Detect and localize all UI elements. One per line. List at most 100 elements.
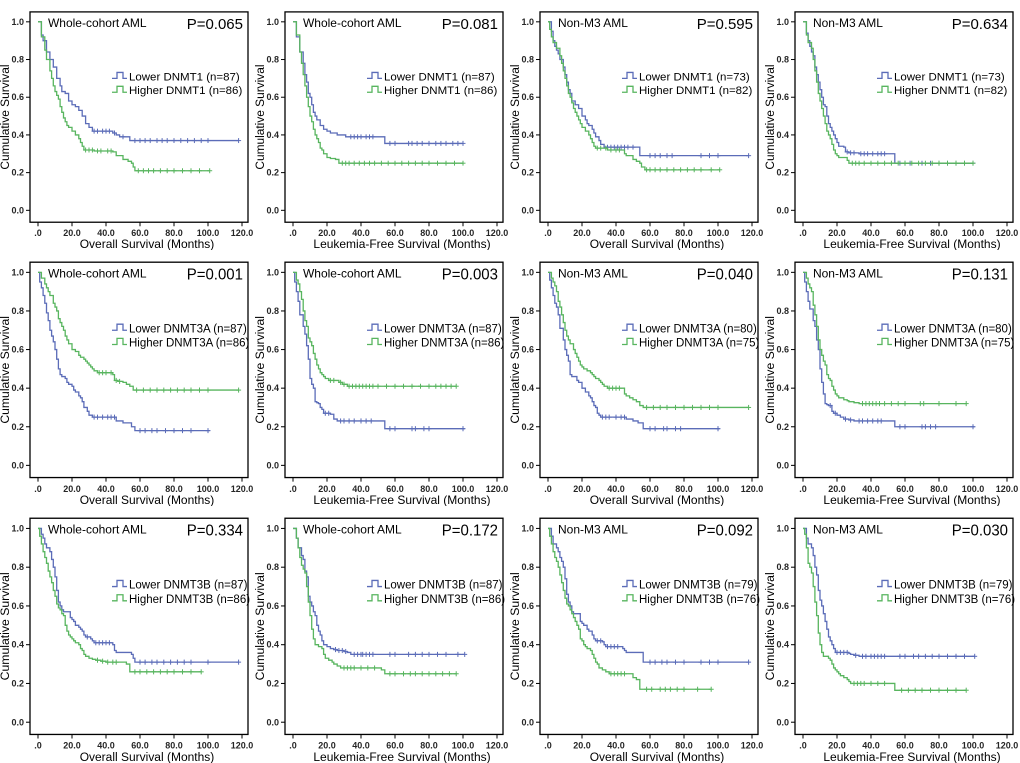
y-tick-label: 0.6 bbox=[266, 345, 279, 355]
y-tick-label: 0.8 bbox=[521, 306, 534, 316]
x-tick-label: 60.0 bbox=[641, 741, 658, 751]
y-tick-label: 0.8 bbox=[521, 562, 534, 572]
x-tick-label: 100.0 bbox=[707, 228, 730, 238]
legend-key-higher bbox=[877, 594, 892, 602]
x-tick-label: 20.0 bbox=[828, 741, 845, 751]
y-tick-label: 0.6 bbox=[776, 92, 789, 102]
x-tick-label: 40.0 bbox=[352, 228, 370, 238]
x-tick-label: 100.0 bbox=[962, 228, 985, 238]
x-tick-label: .0 bbox=[289, 228, 297, 238]
legend-key-higher bbox=[622, 594, 637, 602]
y-tick-label: 1.0 bbox=[776, 267, 789, 277]
plot-frame bbox=[284, 11, 504, 223]
legend-key-lower bbox=[622, 579, 637, 588]
y-tick-label: 0.2 bbox=[11, 168, 24, 178]
x-tick-label: 100.0 bbox=[707, 741, 729, 751]
y-tick-label: 0.6 bbox=[521, 92, 534, 102]
legend-key-lower bbox=[622, 323, 637, 331]
x-tick-label: 120.0 bbox=[741, 228, 764, 238]
y-tick-label: 0.0 bbox=[776, 717, 789, 727]
y-tick-label: 0.4 bbox=[11, 640, 24, 650]
km-panel-8: 0.0 0.2 0.4 0.6 0.8 1.0 .0 20.0 40.0 60.0 80.0 100.… bbox=[765, 250, 1020, 506]
x-tick-label: 60.0 bbox=[641, 228, 659, 238]
km-panel-9: 0.0 0.2 0.4 0.6 0.8 1.0 .0 20.0 40.0 60.0 80.0 100.… bbox=[0, 506, 255, 763]
legend-key-higher bbox=[622, 85, 637, 93]
survival-curve-higher bbox=[803, 21, 973, 164]
y-axis-title: Cumulative Survival bbox=[510, 572, 522, 680]
x-tick-label: 20.0 bbox=[318, 228, 336, 238]
y-tick-label: 0.4 bbox=[11, 383, 24, 393]
x-tick-label: 80.0 bbox=[675, 484, 693, 494]
legend-label-higher: Higher DNMT1 (n=86) bbox=[129, 85, 242, 97]
legend-key-higher bbox=[877, 337, 892, 346]
legend-key-higher bbox=[112, 85, 127, 93]
km-panel-10: 0.0 0.2 0.4 0.6 0.8 1.0 .0 20.0 40.0 60.0 80.0 100.… bbox=[255, 506, 510, 763]
y-tick-label: 0.6 bbox=[521, 601, 534, 611]
legend-label-lower: Lower DNMT1 (n=87) bbox=[129, 71, 240, 83]
survival-curve-higher bbox=[38, 527, 202, 673]
x-tick-label: 120.0 bbox=[231, 741, 253, 751]
km-plot: 0.0 0.2 0.4 0.6 0.8 1.0 .0 20.0 40.0 60.0 80.0 100.… bbox=[510, 261, 764, 506]
x-tick-label: 80.0 bbox=[165, 484, 183, 494]
x-tick-label: 80.0 bbox=[420, 741, 437, 751]
x-tick-label: 20.0 bbox=[63, 741, 80, 751]
legend-label-higher: Higher DNMT3A (n=86) bbox=[129, 337, 249, 349]
x-tick-label: 80.0 bbox=[420, 228, 438, 238]
x-tick-label: 60.0 bbox=[641, 484, 659, 494]
legend-label-lower: Lower DNMT1 (n=87) bbox=[384, 71, 495, 83]
legend-key-higher bbox=[367, 85, 382, 93]
y-axis-title: Cumulative Survival bbox=[510, 316, 522, 424]
x-tick-label: 40.0 bbox=[352, 484, 370, 494]
km-plot: 0.0 0.2 0.4 0.6 0.8 1.0 .0 20.0 40.0 60.0 80.0 100.… bbox=[765, 11, 1018, 250]
y-tick-label: 1.0 bbox=[11, 267, 24, 277]
plot-frame bbox=[539, 517, 759, 736]
y-axis-title: Cumulative Survival bbox=[0, 316, 12, 424]
legend-key-lower bbox=[877, 579, 892, 588]
x-tick-label: 120.0 bbox=[996, 484, 1019, 494]
km-plot: 0.0 0.2 0.4 0.6 0.8 1.0 .0 20.0 40.0 60.0 80.0 100.… bbox=[0, 261, 253, 506]
plot-frame bbox=[284, 517, 504, 736]
y-tick-label: 0.8 bbox=[266, 306, 279, 316]
x-tick-label: 120.0 bbox=[486, 228, 509, 238]
km-plot: 0.0 0.2 0.4 0.6 0.8 1.0 .0 20.0 40.0 60.0 80.0 100.… bbox=[255, 261, 508, 506]
legend-label-higher: Higher DNMT3A (n=86) bbox=[384, 337, 504, 349]
y-tick-label: 0.0 bbox=[521, 205, 534, 215]
y-tick-label: 0.0 bbox=[11, 205, 24, 215]
panel-title: Non-M3 AML bbox=[558, 266, 628, 280]
x-tick-label: 120.0 bbox=[741, 484, 764, 494]
survival-curve-higher bbox=[548, 527, 712, 690]
legend-label-higher: Higher DNMT3B (n=76) bbox=[894, 593, 1015, 606]
legend-key-higher bbox=[367, 594, 382, 602]
x-axis-title: Overall Survival (Months) bbox=[80, 750, 215, 763]
y-tick-label: 0.6 bbox=[11, 345, 24, 355]
y-tick-label: 1.0 bbox=[776, 523, 789, 533]
legend-label-higher: Higher DNMT3A (n=75) bbox=[639, 337, 759, 349]
y-tick-label: 0.8 bbox=[11, 562, 24, 572]
x-axis-title: Leukemia-Free Survival (Months) bbox=[823, 237, 1000, 250]
km-plot: 0.0 0.2 0.4 0.6 0.8 1.0 .0 20.0 40.0 60.0 80.0 100.… bbox=[765, 517, 1018, 763]
km-panel-1: 0.0 0.2 0.4 0.6 0.8 1.0 .0 20.0 40.0 60.0 80.0 100.… bbox=[0, 0, 255, 250]
legend-key-higher bbox=[622, 337, 637, 346]
x-tick-label: 60.0 bbox=[896, 484, 914, 494]
y-tick-label: 0.6 bbox=[11, 92, 24, 102]
legend-label-higher: Higher DNMT1 (n=82) bbox=[639, 85, 752, 97]
x-tick-label: 20.0 bbox=[573, 484, 591, 494]
y-axis-title: Cumulative Survival bbox=[0, 65, 12, 170]
legend-key-lower bbox=[877, 71, 892, 80]
km-panel-4: 0.0 0.2 0.4 0.6 0.8 1.0 .0 20.0 40.0 60.0 80.0 100.… bbox=[765, 0, 1020, 250]
x-tick-label: 80.0 bbox=[930, 741, 947, 751]
survival-curve-higher bbox=[548, 21, 720, 171]
y-tick-label: 0.2 bbox=[776, 678, 789, 688]
y-tick-label: 0.2 bbox=[521, 422, 534, 432]
survival-curve-higher bbox=[548, 271, 749, 409]
y-tick-label: 0.4 bbox=[11, 130, 24, 140]
x-axis-title: Overall Survival (Months) bbox=[590, 750, 725, 763]
y-tick-label: 0.2 bbox=[521, 168, 534, 178]
y-tick-label: 0.4 bbox=[521, 130, 534, 140]
y-axis-title: Cumulative Survival bbox=[765, 65, 777, 170]
y-tick-label: 0.8 bbox=[776, 55, 789, 65]
y-axis-title: Cumulative Survival bbox=[255, 65, 267, 170]
y-tick-label: 0.2 bbox=[266, 678, 279, 688]
x-tick-label: 80.0 bbox=[930, 228, 948, 238]
